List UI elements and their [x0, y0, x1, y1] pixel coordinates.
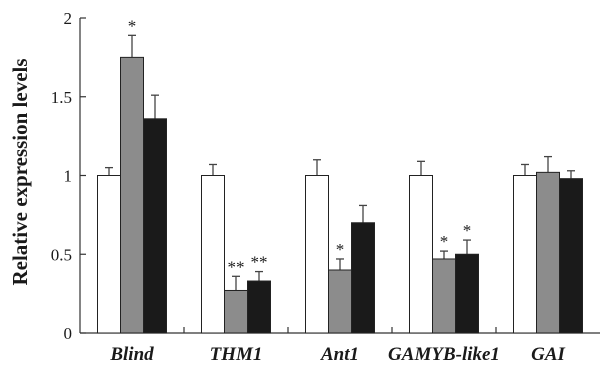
- bar: [559, 178, 583, 334]
- bar: [351, 222, 375, 334]
- bar: [97, 175, 121, 334]
- significance-label: *: [128, 16, 137, 35]
- bar: [224, 289, 248, 334]
- bar: [328, 269, 352, 334]
- bar: [432, 258, 456, 334]
- x-tick-label: GAI: [531, 344, 565, 365]
- y-tick-label: 2: [64, 9, 73, 28]
- significance-label: *: [463, 221, 472, 240]
- bar: [201, 175, 225, 334]
- bar: [305, 175, 329, 334]
- bar: [247, 280, 271, 334]
- x-axis: Blind THM1 Ant1 GAMYB-like1 GAI: [80, 327, 600, 365]
- x-tick-label: THM1: [210, 344, 263, 365]
- x-tick-label: Ant1: [320, 344, 359, 365]
- y-axis: 0 0.5 1 1.5 2: [51, 9, 86, 343]
- bar: [455, 253, 479, 334]
- x-tick-label: Blind: [109, 344, 154, 365]
- significance-label: **: [251, 253, 268, 272]
- bar: [536, 171, 560, 334]
- bar: [409, 175, 433, 334]
- y-axis-title: Relative expression levels: [8, 58, 32, 285]
- bar: [143, 118, 167, 334]
- significance-markers: *** *** **: [128, 16, 472, 276]
- bar: [513, 175, 537, 334]
- significance-label: **: [228, 257, 245, 276]
- y-tick-label: 0: [64, 324, 73, 343]
- x-tick-label: GAMYB-like1: [388, 344, 500, 365]
- y-tick-label: 1.5: [51, 88, 72, 107]
- bar-series: [97, 34, 583, 334]
- bar: [120, 56, 144, 334]
- significance-label: *: [440, 232, 449, 251]
- significance-label: *: [336, 240, 345, 259]
- y-tick-label: 1: [64, 167, 73, 186]
- y-tick-label: 0.5: [51, 245, 72, 264]
